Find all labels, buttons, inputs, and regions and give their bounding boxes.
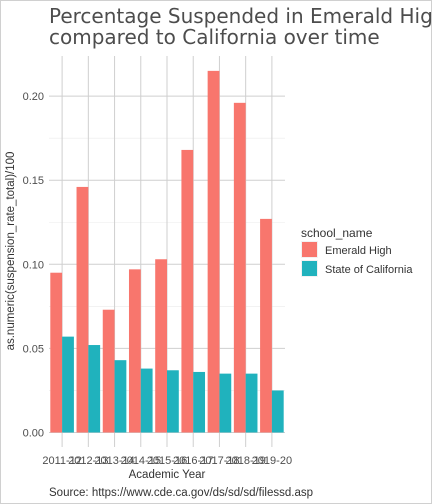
x-tick-label: 2018-19: [225, 455, 265, 467]
legend: school_name Emerald High State of Califor…: [301, 226, 413, 277]
bar-state-of-california-2011-12: [62, 336, 74, 433]
x-tick-label: 2014-15: [121, 455, 161, 467]
x-tick-label: 2011-12: [42, 455, 82, 467]
legend-title: school_name: [301, 226, 373, 240]
bar-emerald-high-2012-13: [76, 186, 89, 433]
bar-state-of-california-2014-15: [140, 368, 153, 433]
bar-emerald-high-2015-16: [155, 259, 167, 433]
bar-state-of-california-2013-14: [114, 360, 127, 433]
bar-state-of-california-2019-20: [271, 390, 284, 433]
x-tick-label: 2017-18: [199, 455, 239, 467]
y-tick-label: 0.10: [23, 259, 44, 271]
chart-title-line-1: Percentage Suspended in Emerald High: [49, 4, 432, 28]
bars: [50, 70, 284, 433]
bar-emerald-high-2016-17: [181, 149, 194, 433]
y-tick-label: 0.00: [23, 428, 44, 440]
chart-caption: Source: https://www.cde.ca.gov/ds/sd/sd/…: [49, 487, 313, 499]
bar-emerald-high-2017-18: [207, 70, 220, 433]
x-tick-label: 2013-14: [94, 455, 134, 467]
x-axis-title: Academic Year: [129, 469, 206, 481]
chart-title-line-2: compared to California over time: [49, 25, 380, 49]
bar-state-of-california-2015-16: [167, 370, 179, 433]
legend-swatch: [302, 261, 317, 276]
bar-state-of-california-2012-13: [88, 345, 101, 433]
y-axis-ticks: 0.00 0.05 0.10 0.15 0.20: [23, 91, 44, 439]
legend-label: State of California: [325, 264, 413, 276]
bar-emerald-high-2018-19: [233, 102, 246, 433]
y-axis-title: as.numeric(suspension_rate_total)/100: [5, 152, 17, 351]
bar-emerald-high-2014-15: [128, 269, 141, 433]
bar-emerald-high-2019-20: [260, 218, 272, 433]
legend-swatch: [302, 242, 317, 257]
bar-emerald-high-2011-12: [50, 272, 63, 433]
legend-label: Emerald High: [325, 245, 392, 257]
bar-state-of-california-2016-17: [193, 371, 206, 433]
x-axis-ticks: 2011-122012-132013-142014-152015-162016-…: [42, 455, 292, 467]
y-tick-label: 0.05: [23, 343, 44, 355]
bar-emerald-high-2013-14: [102, 309, 115, 433]
y-tick-label: 0.20: [23, 91, 44, 103]
y-tick-label: 0.15: [23, 175, 44, 187]
bar-state-of-california-2018-19: [245, 373, 258, 433]
bar-state-of-california-2017-18: [219, 373, 232, 433]
x-tick-label: 2015-16: [147, 455, 187, 467]
x-tick-label: 2019-20: [252, 455, 292, 467]
x-tick-label: 2012-13: [68, 455, 108, 467]
x-tick-label: 2016-17: [173, 455, 213, 467]
